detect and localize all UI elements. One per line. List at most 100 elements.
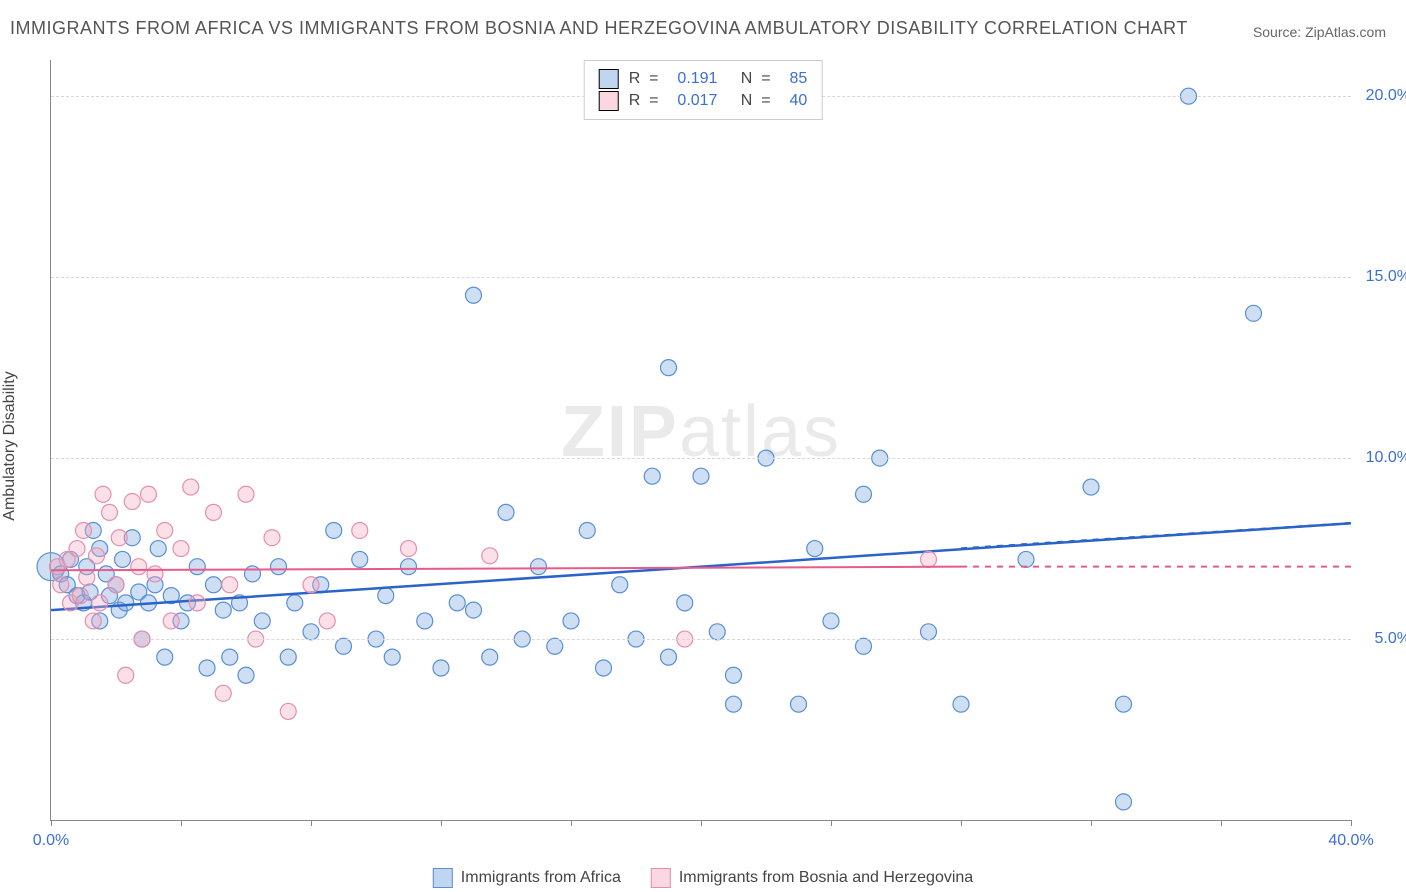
scatter-point (726, 667, 742, 683)
scatter-point (466, 287, 482, 303)
gridline (51, 458, 1351, 459)
scatter-point (271, 559, 287, 575)
n-value: 85 (789, 70, 807, 88)
scatter-point (921, 624, 937, 640)
x-tick (571, 820, 572, 826)
scatter-point (303, 577, 319, 593)
n-value: 40 (789, 92, 807, 110)
y-tick-label: 15.0% (1361, 268, 1406, 286)
scatter-point (206, 577, 222, 593)
scatter-point (173, 541, 189, 557)
x-tick (441, 820, 442, 826)
legend-label: Immigrants from Africa (461, 869, 621, 887)
scatter-point (76, 522, 92, 538)
x-tick (1091, 820, 1092, 826)
scatter-point (352, 551, 368, 567)
scatter-point (215, 685, 231, 701)
scatter-point (791, 696, 807, 712)
scatter-point (449, 595, 465, 611)
scatter-point (85, 613, 101, 629)
r-label: R = (629, 70, 668, 88)
scatter-point (1116, 696, 1132, 712)
scatter-point (921, 551, 937, 567)
gridline (51, 277, 1351, 278)
x-tick (181, 820, 182, 826)
scatter-point (661, 360, 677, 376)
chart-svg (51, 60, 1351, 820)
scatter-point (336, 638, 352, 654)
scatter-point (124, 494, 140, 510)
scatter-point (482, 548, 498, 564)
scatter-point (183, 479, 199, 495)
correlation-legend: R = 0.191 N = 85 R = 0.017 N = 40 (584, 60, 823, 120)
scatter-point (1083, 479, 1099, 495)
scatter-point (352, 522, 368, 538)
chart-title: IMMIGRANTS FROM AFRICA VS IMMIGRANTS FRO… (10, 18, 1188, 39)
scatter-point (531, 559, 547, 575)
n-label: N = (727, 92, 779, 110)
scatter-point (280, 649, 296, 665)
swatch-icon (599, 69, 619, 89)
scatter-point (118, 667, 134, 683)
legend-row-bosnia: R = 0.017 N = 40 (599, 91, 808, 111)
scatter-point (547, 638, 563, 654)
scatter-point (807, 541, 823, 557)
scatter-point (319, 613, 335, 629)
scatter-point (72, 588, 88, 604)
scatter-point (102, 504, 118, 520)
swatch-icon (433, 868, 453, 888)
scatter-point (401, 541, 417, 557)
scatter-point (157, 649, 173, 665)
scatter-point (466, 602, 482, 618)
scatter-point (661, 649, 677, 665)
r-value: 0.017 (677, 92, 717, 110)
n-label: N = (727, 70, 779, 88)
scatter-point (95, 486, 111, 502)
scatter-point (326, 522, 342, 538)
x-tick (961, 820, 962, 826)
y-tick-label: 20.0% (1361, 87, 1406, 105)
scatter-point (644, 468, 660, 484)
scatter-point (303, 624, 319, 640)
x-tick-label: 0.0% (33, 832, 69, 850)
scatter-point (189, 595, 205, 611)
scatter-point (254, 613, 270, 629)
scatter-point (199, 660, 215, 676)
r-value: 0.191 (677, 70, 717, 88)
scatter-point (856, 486, 872, 502)
x-tick (311, 820, 312, 826)
gridline (51, 639, 1351, 640)
scatter-point (89, 548, 105, 564)
scatter-point (498, 504, 514, 520)
scatter-point (823, 613, 839, 629)
scatter-point (287, 595, 303, 611)
chart-container: IMMIGRANTS FROM AFRICA VS IMMIGRANTS FRO… (0, 0, 1406, 892)
x-tick-label: 40.0% (1328, 832, 1373, 850)
legend-row-africa: R = 0.191 N = 85 (599, 69, 808, 89)
scatter-point (53, 577, 69, 593)
scatter-point (433, 660, 449, 676)
y-tick-label: 5.0% (1361, 630, 1406, 648)
r-label: R = (629, 92, 668, 110)
scatter-point (378, 588, 394, 604)
scatter-point (131, 559, 147, 575)
scatter-point (222, 577, 238, 593)
x-tick (831, 820, 832, 826)
scatter-point (953, 696, 969, 712)
x-tick (1221, 820, 1222, 826)
y-axis-label: Ambulatory Disability (1, 371, 19, 520)
scatter-point (384, 649, 400, 665)
scatter-point (245, 566, 261, 582)
scatter-point (280, 703, 296, 719)
scatter-point (401, 559, 417, 575)
scatter-point (206, 504, 222, 520)
scatter-point (147, 566, 163, 582)
scatter-point (1246, 305, 1262, 321)
scatter-point (417, 613, 433, 629)
scatter-point (115, 551, 131, 567)
legend-label: Immigrants from Bosnia and Herzegovina (679, 869, 973, 887)
scatter-point (92, 595, 108, 611)
source-attribution: Source: ZipAtlas.com (1253, 24, 1386, 40)
scatter-point (150, 541, 166, 557)
scatter-point (596, 660, 612, 676)
